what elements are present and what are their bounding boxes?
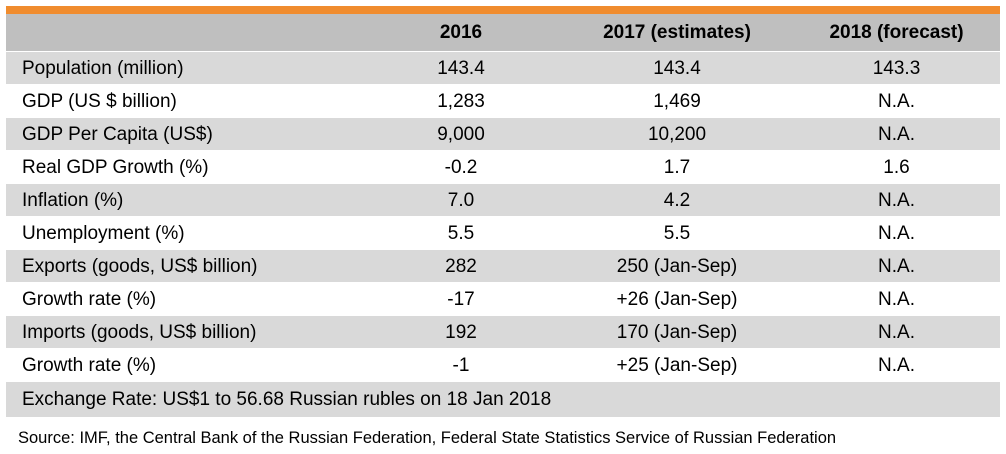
cell-2017: +25 (Jan-Sep) <box>561 348 793 382</box>
cell-2018: 143.3 <box>793 51 1000 85</box>
cell-2017: 1,469 <box>561 84 793 118</box>
cell-2017: 10,200 <box>561 117 793 151</box>
row-label: Growth rate (%) <box>6 282 361 316</box>
cell-2017: 4.2 <box>561 183 793 217</box>
cell-2018: N.A. <box>793 348 1000 382</box>
row-label: Inflation (%) <box>6 183 361 217</box>
header-cell-indicator <box>6 14 361 52</box>
cell-2016: -0.2 <box>361 150 561 184</box>
row-label: Imports (goods, US$ billion) <box>6 315 361 349</box>
cell-2016: 9,000 <box>361 117 561 151</box>
orange-accent-bar <box>6 6 1000 14</box>
exchange-rate-note: Exchange Rate: US$1 to 56.68 Russian rub… <box>6 381 1000 417</box>
cell-2018: N.A. <box>793 249 1000 283</box>
table-row: Inflation (%) 7.0 4.2 N.A. <box>6 183 1000 217</box>
row-label: Real GDP Growth (%) <box>6 150 361 184</box>
indicators-table: 2016 2017 (estimates) 2018 (forecast) Po… <box>6 14 1000 417</box>
cell-2017: +26 (Jan-Sep) <box>561 282 793 316</box>
table-row: GDP Per Capita (US$) 9,000 10,200 N.A. <box>6 117 1000 151</box>
table-row: Growth rate (%) -1 +25 (Jan-Sep) N.A. <box>6 348 1000 382</box>
cell-2018: N.A. <box>793 84 1000 118</box>
cell-2018: 1.6 <box>793 150 1000 184</box>
table-row: GDP (US $ billion) 1,283 1,469 N.A. <box>6 84 1000 118</box>
cell-2016: 282 <box>361 249 561 283</box>
cell-2017: 143.4 <box>561 51 793 85</box>
header-cell-2018: 2018 (forecast) <box>793 14 1000 52</box>
table-row: Growth rate (%) -17 +26 (Jan-Sep) N.A. <box>6 282 1000 316</box>
row-label: Growth rate (%) <box>6 348 361 382</box>
table-row: Unemployment (%) 5.5 5.5 N.A. <box>6 216 1000 250</box>
table-row: Real GDP Growth (%) -0.2 1.7 1.6 <box>6 150 1000 184</box>
cell-2016: 7.0 <box>361 183 561 217</box>
cell-2018: N.A. <box>793 282 1000 316</box>
exchange-rate-row: Exchange Rate: US$1 to 56.68 Russian rub… <box>6 381 1000 417</box>
table-row: Imports (goods, US$ billion) 192 170 (Ja… <box>6 315 1000 349</box>
cell-2018: N.A. <box>793 117 1000 151</box>
cell-2018: N.A. <box>793 216 1000 250</box>
row-label: Exports (goods, US$ billion) <box>6 249 361 283</box>
cell-2017: 250 (Jan-Sep) <box>561 249 793 283</box>
source-note: Source: IMF, the Central Bank of the Rus… <box>18 429 837 447</box>
table-row: Population (million) 143.4 143.4 143.3 <box>6 51 1000 85</box>
table-row: Exports (goods, US$ billion) 282 250 (Ja… <box>6 249 1000 283</box>
cell-2017: 5.5 <box>561 216 793 250</box>
table-header-row: 2016 2017 (estimates) 2018 (forecast) <box>6 14 1000 52</box>
cell-2016: 5.5 <box>361 216 561 250</box>
cell-2017: 1.7 <box>561 150 793 184</box>
cell-2016: -17 <box>361 282 561 316</box>
cell-2016: 192 <box>361 315 561 349</box>
row-label: GDP (US $ billion) <box>6 84 361 118</box>
row-label: Unemployment (%) <box>6 216 361 250</box>
cell-2018: N.A. <box>793 315 1000 349</box>
row-label: GDP Per Capita (US$) <box>6 117 361 151</box>
cell-2016: 143.4 <box>361 51 561 85</box>
header-cell-2017: 2017 (estimates) <box>561 14 793 52</box>
cell-2016: 1,283 <box>361 84 561 118</box>
header-cell-2016: 2016 <box>361 14 561 52</box>
cell-2018: N.A. <box>793 183 1000 217</box>
row-label: Population (million) <box>6 51 361 85</box>
cell-2017: 170 (Jan-Sep) <box>561 315 793 349</box>
cell-2016: -1 <box>361 348 561 382</box>
